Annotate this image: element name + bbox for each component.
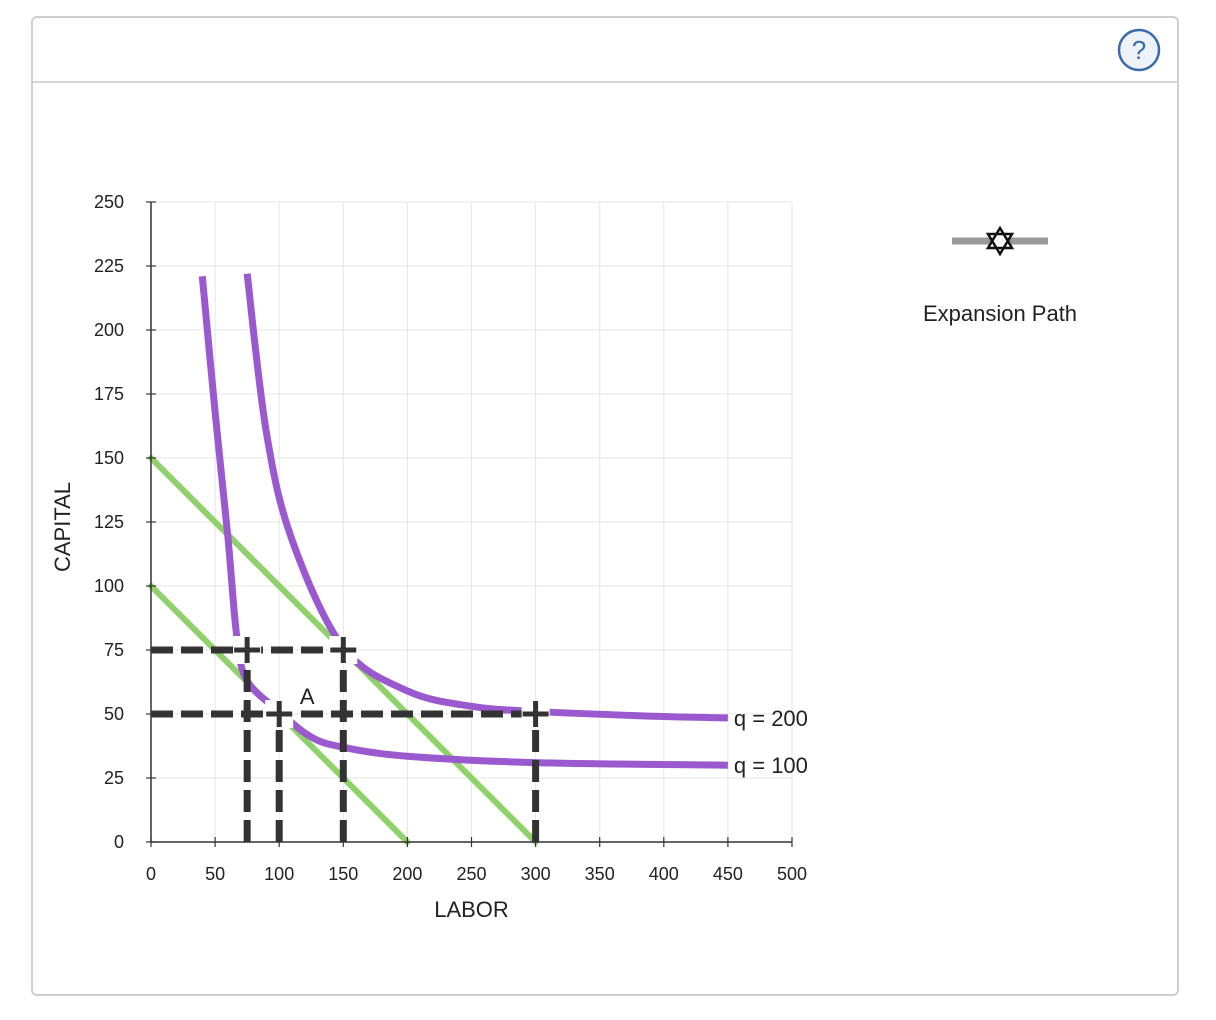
y-tick-label: 0 [114, 832, 124, 852]
y-tick-label: 125 [94, 512, 124, 532]
y-tick-label: 50 [104, 704, 124, 724]
isoquants [198, 273, 728, 769]
x-tick-label: 0 [146, 864, 156, 884]
isoquant-curve [243, 273, 728, 722]
legend-expansion-path[interactable]: Expansion Path [900, 225, 1100, 345]
y-tick-label: 25 [104, 768, 124, 788]
series-labels: q = 100 q = 200 A [300, 684, 808, 778]
y-tick-label: 200 [94, 320, 124, 340]
tick-labels: 0 50 100 150 200 250 300 350 400 450 500 0 25 50 75 100… [94, 192, 807, 884]
grid [151, 201, 793, 842]
question-icon: ? [1117, 28, 1161, 72]
y-tick-label: 250 [94, 192, 124, 212]
isoquant-label: q = 100 [734, 753, 808, 778]
isoquant-curve [198, 275, 728, 769]
isoquant-label: q = 200 [734, 706, 808, 731]
point-label: A [300, 684, 315, 709]
guide-lines [151, 646, 540, 842]
legend-label: Expansion Path [922, 301, 1078, 326]
x-tick-label: 300 [521, 864, 551, 884]
x-tick-label: 350 [585, 864, 615, 884]
x-tick-label: 150 [328, 864, 358, 884]
star-of-david-icon [985, 225, 1015, 257]
legend-line-icon [952, 225, 1048, 257]
point-marker [265, 700, 294, 728]
help-button[interactable]: ? [1117, 28, 1161, 72]
x-tick-label: 450 [713, 864, 743, 884]
y-tick-label: 100 [94, 576, 124, 596]
point-markers [233, 636, 550, 728]
x-tick-label: 400 [649, 864, 679, 884]
x-tick-label: 250 [456, 864, 486, 884]
y-tick-label: 225 [94, 256, 124, 276]
panel-header: ? [33, 18, 1177, 83]
y-tick-label: 175 [94, 384, 124, 404]
help-symbol: ? [1132, 35, 1146, 65]
y-tick-label: 150 [94, 448, 124, 468]
point-marker [521, 700, 550, 728]
x-axis-label: LABOR [434, 897, 509, 922]
x-tick-label: 100 [264, 864, 294, 884]
x-tick-label: 500 [777, 864, 807, 884]
point-marker [233, 636, 262, 664]
x-tick-label: 50 [205, 864, 225, 884]
y-axis-label: CAPITAL [50, 482, 75, 572]
axes [146, 201, 793, 847]
y-tick-label: 75 [104, 640, 124, 660]
x-tick-label: 200 [392, 864, 422, 884]
point-marker [329, 636, 358, 664]
